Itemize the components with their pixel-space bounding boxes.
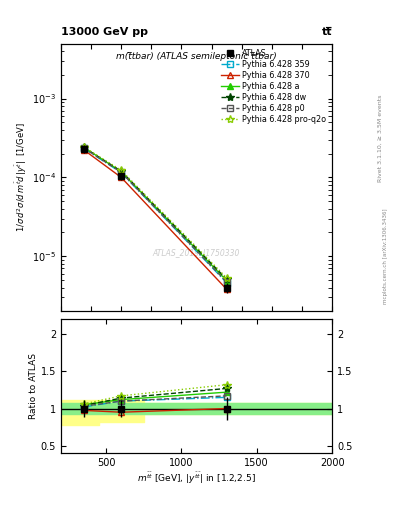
Text: Rivet 3.1.10, ≥ 3.5M events: Rivet 3.1.10, ≥ 3.5M events — [378, 95, 383, 182]
Legend: ATLAS, Pythia 6.428 359, Pythia 6.428 370, Pythia 6.428 a, Pythia 6.428 dw, Pyth: ATLAS, Pythia 6.428 359, Pythia 6.428 37… — [220, 48, 328, 126]
X-axis label: $m^{\bar{t}\bar{t}}$ [GeV], $|y^{\bar{t}\bar{t}}|$ in [1.2,2.5]: $m^{\bar{t}\bar{t}}$ [GeV], $|y^{\bar{t}… — [137, 471, 256, 486]
Y-axis label: $1 / \sigma\, d^2\sigma / d\, m^{\bar{t}} d\, |y^{\bar{t}}|$  [1/GeV]: $1 / \sigma\, d^2\sigma / d\, m^{\bar{t}… — [13, 122, 29, 232]
Text: m(t̅tbar) (ATLAS semileptonic t̅tbar): m(t̅tbar) (ATLAS semileptonic t̅tbar) — [116, 52, 277, 60]
Y-axis label: Ratio to ATLAS: Ratio to ATLAS — [29, 353, 38, 419]
Text: 13000 GeV pp: 13000 GeV pp — [61, 27, 148, 37]
Text: tt̅: tt̅ — [321, 27, 332, 37]
Text: ATLAS_2019_I1750330: ATLAS_2019_I1750330 — [153, 248, 240, 257]
Text: mcplots.cern.ch [arXiv:1306.3436]: mcplots.cern.ch [arXiv:1306.3436] — [384, 208, 388, 304]
